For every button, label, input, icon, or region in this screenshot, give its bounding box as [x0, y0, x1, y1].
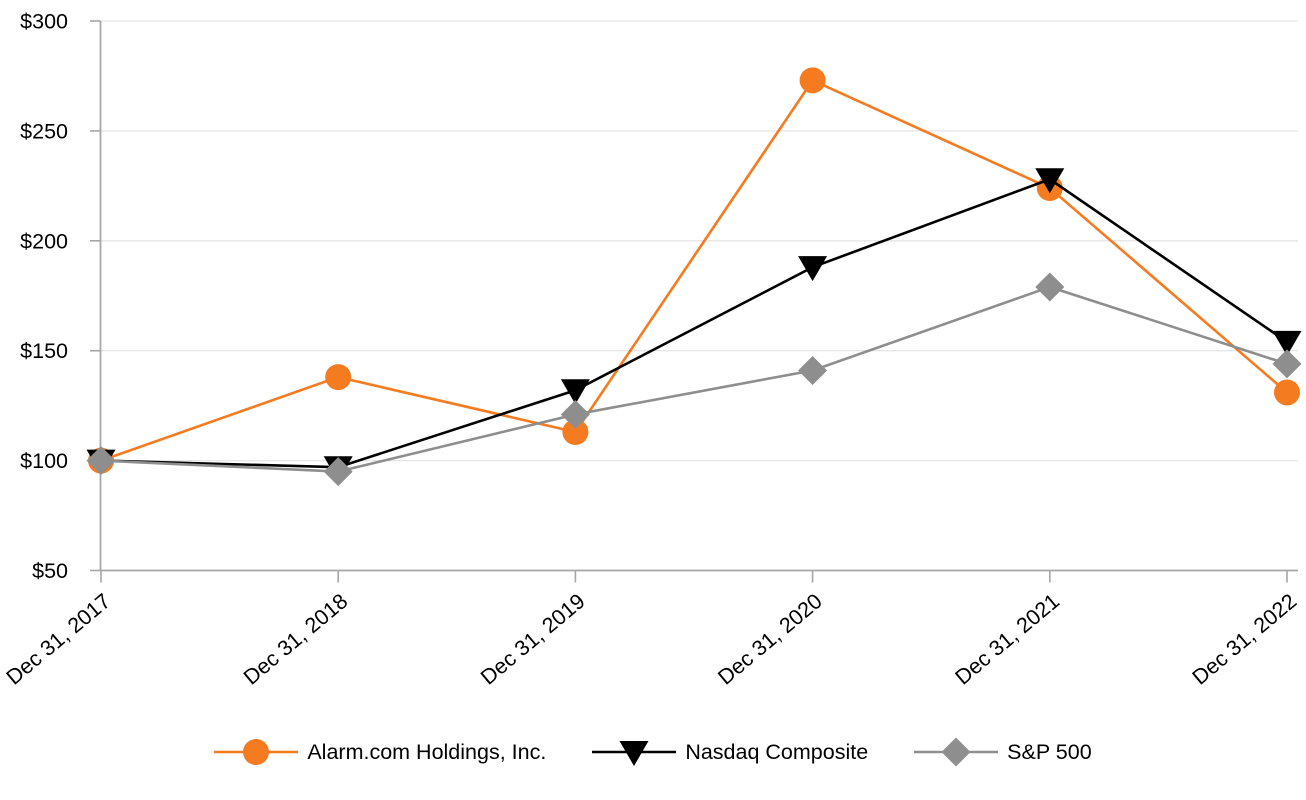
legend-label: S&P 500 — [1007, 739, 1092, 764]
circle-icon — [243, 739, 270, 765]
circle-marker — [325, 364, 352, 391]
chart-plot-area: $50 $100 $150 $200 $250 $300 Dec 31, 2017 Dec 3… — [2, 10, 1302, 690]
y-axis-label: $250 — [20, 119, 68, 143]
x-axis-label: Dec 31, 2018 — [239, 589, 352, 690]
legend-item-2: S&P 500 — [914, 736, 1092, 768]
legend-item-0: Alarm.com Holdings, Inc. — [214, 736, 546, 768]
x-axis-label: Dec 31, 2022 — [1188, 589, 1301, 690]
circle-marker — [1274, 379, 1300, 406]
y-axis-label: $50 — [32, 559, 68, 583]
legend-triangle-down-swatch — [592, 741, 677, 766]
circle-marker — [799, 67, 826, 94]
legend-diamond-swatch — [914, 737, 999, 767]
triangle-down-icon — [619, 741, 649, 766]
series-line-1 — [100, 177, 1288, 469]
circle-marker — [562, 419, 589, 446]
diamond-marker — [798, 355, 828, 385]
series-line-2 — [100, 285, 1288, 473]
triangle-down-marker — [560, 379, 590, 405]
diamond-marker — [1272, 349, 1302, 379]
x-axis-label: Dec 31, 2017 — [2, 589, 115, 690]
diamond-marker — [323, 457, 353, 487]
diamond-marker — [1035, 272, 1065, 302]
y-axis-label: $150 — [20, 339, 68, 363]
legend-circle-swatch — [214, 739, 299, 765]
x-axis-label: Dec 31, 2020 — [713, 589, 826, 690]
diamond-icon — [941, 737, 971, 767]
legend-item-1: Nasdaq Composite — [592, 736, 868, 768]
y-axis-label: $100 — [20, 449, 68, 473]
y-axis-label: $300 — [20, 10, 68, 34]
chart-legend: Alarm.com Holdings, Inc. Nasdaq Composite… — [0, 736, 1306, 768]
diamond-marker — [560, 399, 590, 429]
triangle-down-marker — [1272, 330, 1302, 356]
triangle-down-marker — [798, 256, 828, 282]
y-axis-label: $200 — [20, 229, 68, 253]
diamond-marker — [86, 446, 116, 476]
x-axis-label: Dec 31, 2021 — [951, 589, 1064, 690]
triangle-down-marker — [1035, 168, 1065, 194]
x-axis-label: Dec 31, 2019 — [476, 589, 589, 690]
legend-label: Alarm.com Holdings, Inc. — [307, 739, 547, 764]
legend-label: Nasdaq Composite — [685, 739, 869, 764]
series-line-0 — [100, 78, 1288, 462]
